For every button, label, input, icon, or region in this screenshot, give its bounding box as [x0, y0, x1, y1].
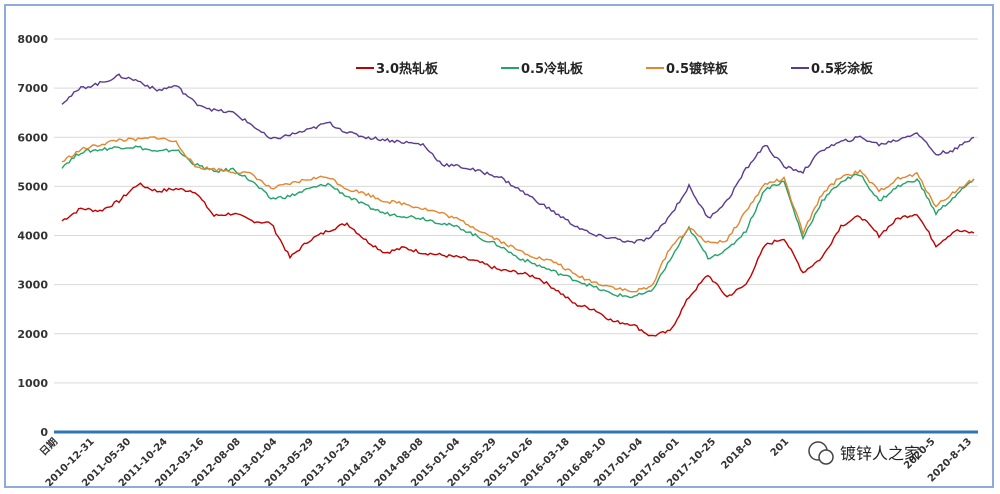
grid-lines	[54, 38, 978, 434]
legend-label: 0.5冷轧板	[521, 61, 584, 77]
x-axis-ticks: 日期2010-12-312011-05-302011-10-242012-03-…	[37, 435, 974, 486]
series-line-4	[61, 73, 975, 245]
y-tick-label: 8000	[17, 33, 48, 46]
legend-label: 3.0热轧板	[376, 61, 439, 77]
legend-label: 0.5镀锌板	[666, 61, 729, 77]
y-tick-label: 5000	[17, 180, 48, 193]
y-axis-ticks: 0 1000 2000 3000 4000 5000 6000 7000 8000	[17, 33, 48, 439]
legend: 3.0热轧板 0.5冷轧板 0.5镀锌板 0.5彩涂板	[356, 61, 874, 77]
y-tick-label: 7000	[17, 82, 48, 95]
wechat-icon-bubble	[818, 449, 834, 465]
x-tick-label: 201	[769, 436, 792, 459]
watermark: 镀锌人之家	[808, 441, 920, 465]
line-chart: 0 1000 2000 3000 4000 5000 6000 7000 8000 日期2010…	[17, 33, 978, 486]
y-tick-label: 1000	[17, 377, 48, 390]
series-line-1	[61, 182, 975, 337]
series-line-2	[61, 145, 975, 299]
series-line-3	[61, 136, 975, 293]
x-tick-label: 2018-0	[719, 436, 754, 471]
series-lines	[61, 73, 975, 337]
y-tick-label: 6000	[17, 131, 48, 144]
y-tick-label: 4000	[17, 230, 48, 243]
watermark-text: 镀锌人之家	[840, 444, 920, 463]
y-tick-label: 0	[40, 426, 48, 439]
y-tick-label: 3000	[17, 279, 48, 292]
y-tick-label: 2000	[17, 328, 48, 341]
chart-frame: 0 1000 2000 3000 4000 5000 6000 7000 8000 日期 2010…	[4, 4, 994, 488]
legend-label: 0.5彩涂板	[811, 61, 874, 77]
